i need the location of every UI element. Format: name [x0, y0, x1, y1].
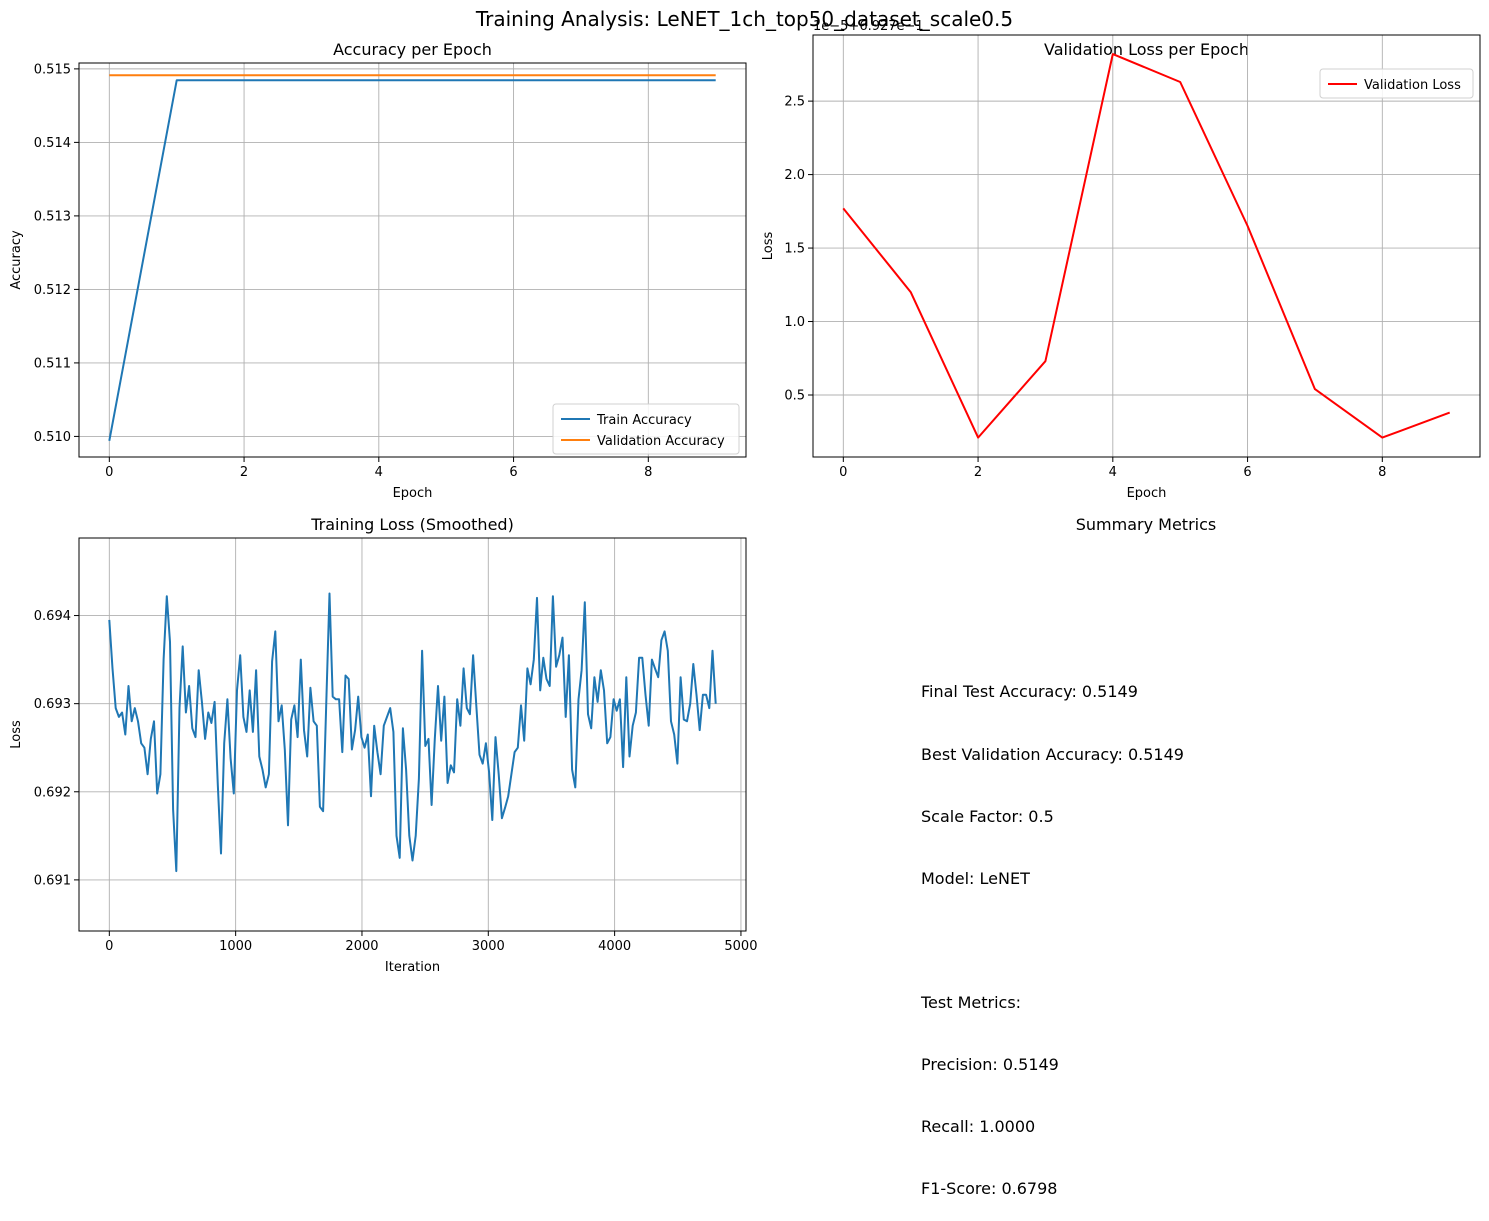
y-tick-label: 0.693	[34, 697, 71, 712]
x-tick-label: 4	[375, 465, 383, 480]
x-tick-label: 4	[1109, 465, 1117, 480]
y-tick-label: 0.515	[34, 62, 71, 77]
plot-frame	[78, 537, 747, 932]
x-tick-label: 2	[240, 465, 248, 480]
x-tick-label: 3000	[472, 939, 505, 954]
series-line	[108, 79, 716, 441]
summary-line: F1-Score: 0.6798	[921, 1179, 1058, 1199]
y-tick-label: 0.692	[34, 785, 71, 800]
figure-title: Training Analysis: LeNET_1ch_top50_datas…	[475, 7, 1013, 31]
x-axis-label: Epoch	[393, 486, 433, 501]
summary-line: Best Validation Accuracy: 0.5149	[921, 744, 1184, 764]
y-axis-label: Loss	[9, 720, 24, 749]
y-tick-label: 2.0	[784, 168, 805, 183]
summary-line: Recall: 1.0000	[921, 1117, 1036, 1137]
x-tick-label: 0	[105, 939, 113, 954]
y-tick-label: 0.512	[34, 283, 71, 298]
chart-title: Validation Loss per Epoch	[1044, 40, 1249, 59]
chart-title: Training Loss (Smoothed)	[310, 515, 514, 534]
x-axis-label: Iteration	[385, 960, 440, 975]
legend-label: Train Accuracy	[596, 413, 692, 428]
x-tick-label: 0	[105, 465, 113, 480]
x-tick-label: 6	[509, 465, 517, 480]
y-tick-label: 0.510	[34, 430, 71, 445]
accuracy-chart: Accuracy per Epoch 0 2 4 6 8 0.510 0.511 0.512 0.…	[9, 40, 747, 501]
y-tick-label: 1.0	[784, 315, 805, 330]
x-tick-label: 1000	[219, 939, 252, 954]
chart-title: Accuracy per Epoch	[333, 40, 492, 59]
x-tick-label: 0	[839, 465, 847, 480]
legend-label: Validation Accuracy	[597, 434, 725, 449]
legend-label: Validation Loss	[1364, 78, 1461, 93]
y-tick-label: 1.5	[784, 242, 805, 257]
training-loss-chart: Training Loss (Smoothed) 0 1000 2000 3000 400…	[9, 515, 757, 975]
summary-line	[921, 931, 1184, 952]
x-tick-label: 4000	[598, 939, 631, 954]
summary-metrics-text: Final Test Accuracy: 0.5149 Best Validat…	[921, 641, 1184, 1221]
summary-line: Precision: 0.5149	[921, 1054, 1059, 1074]
x-tick-label: 8	[1378, 465, 1386, 480]
summary-title: Summary Metrics	[1076, 515, 1216, 534]
x-axis-label: Epoch	[1127, 486, 1167, 501]
plot-frame	[78, 62, 747, 458]
x-tick-label: 5000	[724, 939, 757, 954]
x-tick-label: 2	[974, 465, 982, 480]
series-line	[842, 53, 1451, 439]
series-line	[108, 592, 717, 873]
summary-line: Scale Factor: 0.5	[921, 806, 1054, 826]
y-tick-label: 0.514	[34, 136, 71, 151]
legend-box	[1319, 68, 1474, 99]
y-offset-label: 1e−5+6.927e−1	[813, 19, 924, 34]
x-tick-label: 6	[1243, 465, 1251, 480]
y-axis-label: Accuracy	[9, 230, 24, 290]
summary-line: Model: LeNET	[921, 868, 1030, 888]
summary-line: Test Metrics:	[921, 992, 1022, 1012]
validation-loss-chart: Validation Loss per Epoch 0 2 4 6 8 0.5 1.0 1.5 2…	[761, 19, 1481, 501]
plot-frame	[812, 34, 1481, 458]
y-tick-label: 0.5	[784, 388, 805, 403]
y-tick-label: 0.513	[34, 209, 71, 224]
y-tick-label: 2.5	[784, 95, 805, 110]
training-analysis-figure: Training Analysis: LeNET_1ch_top50_datas…	[9, 7, 1481, 975]
y-axis-label: Loss	[761, 232, 776, 261]
x-tick-label: 2000	[345, 939, 378, 954]
legend-box	[552, 403, 740, 455]
y-tick-label: 0.511	[34, 356, 71, 371]
y-tick-label: 0.694	[34, 609, 71, 624]
y-tick-label: 0.691	[34, 873, 71, 888]
summary-line: Final Test Accuracy: 0.5149	[921, 682, 1138, 702]
x-tick-label: 8	[644, 465, 652, 480]
